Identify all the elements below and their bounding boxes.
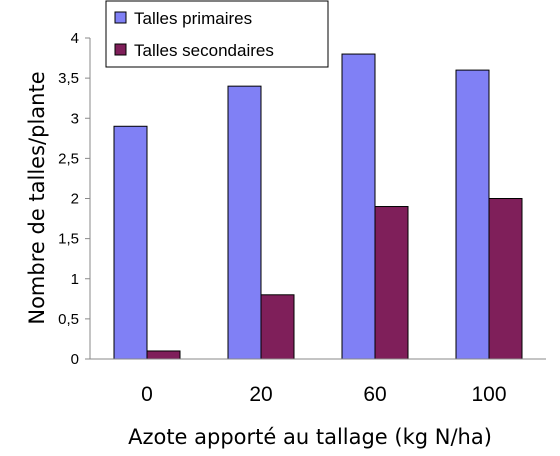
x-tick-label: 60: [363, 383, 386, 406]
legend-box: [105, 0, 329, 68]
bar-secondaires-60: [374, 206, 409, 360]
bar-secondaires-0: [146, 350, 181, 360]
bar-primaires-0: [113, 125, 148, 360]
legend-label-primaires: Talles primaires: [134, 9, 252, 28]
x-tick-label: 0: [141, 383, 153, 406]
x-tick-label: 20: [249, 383, 272, 406]
y-tick-label: 2: [71, 191, 79, 208]
bar-primaires-60: [341, 53, 376, 360]
x-ticks-group: 0 20 60 100: [141, 383, 506, 406]
legend-swatch-secondaires: [114, 43, 127, 56]
y-tick-label: 1,5: [58, 231, 79, 248]
x-tick-label: 100: [471, 383, 506, 406]
y-tick-label: 4: [71, 30, 79, 47]
y-tick-label: 0: [71, 351, 79, 368]
legend-swatch-primaires: [114, 11, 127, 24]
bar-secondaires-100: [488, 198, 523, 360]
y-axis-title: Nombre de talles/plante: [25, 71, 49, 324]
bar-primaires-100: [455, 69, 490, 360]
y-tick-label: 0,5: [58, 311, 79, 328]
y-ticks-group: 0 0,5 1 1,5 2 2,5 3 3,5 4: [58, 30, 90, 368]
bar-primaires-20: [227, 85, 262, 360]
y-tick-label: 2,5: [58, 150, 79, 167]
bar-secondaires-20: [260, 294, 295, 360]
y-tick-label: 3,5: [58, 70, 79, 87]
legend: Talles primaires Talles secondaires: [105, 0, 329, 68]
legend-label-secondaires: Talles secondaires: [134, 41, 274, 60]
x-axis-title: Azote apporté au tallage (kg N/ha): [128, 425, 492, 449]
bars-group: [113, 53, 523, 360]
y-tick-label: 1: [71, 271, 79, 288]
y-tick-label: 3: [71, 110, 79, 127]
